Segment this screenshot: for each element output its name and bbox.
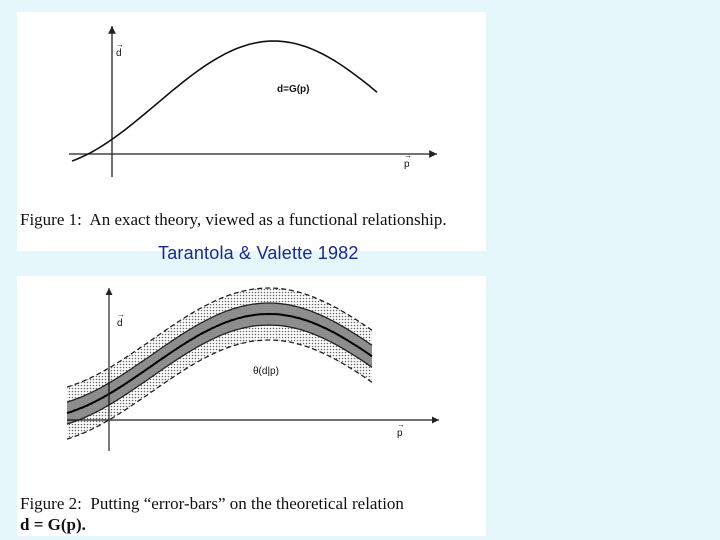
p-axis-label: → p [404,151,412,171]
caption-text: Putting “error-bars” on the theoretical … [90,494,404,513]
d-axis-label: → d [116,40,124,60]
caption-label: Figure 2: [20,494,82,513]
figure-2-plot [66,287,439,451]
inner-uncertainty-band [67,303,372,425]
inner-upper-line [66,302,373,403]
figure-1-plot [69,25,437,177]
caption-label: Figure 1: [20,210,82,229]
p-axis-label: → p [397,420,405,440]
theory-curve [71,40,378,162]
central-curve [66,312,373,415]
label-background [247,364,303,380]
curve-label: d=G(p) [277,84,310,95]
caption-equation: d = G(p). [20,515,86,534]
caption-text: An exact theory, viewed as a functional … [89,210,447,229]
inner-lower-line [66,324,373,425]
curve-label: θ(d|p) [253,366,279,377]
d-axis-label: → d [117,310,125,330]
upper-bound-dashed [66,287,373,388]
figure-2-caption: Figure 2: Putting “error-bars” on the th… [20,493,483,535]
citation-credit: Tarantola & Valette 1982 [158,243,359,263]
figure-2-panel: → d → p θ(d|p) Figure 2: Putting “error-ba… [17,276,486,536]
outer-uncertainty-band [67,288,372,440]
figure-1-caption: Figure 1: An exact theory, viewed as a f… [20,209,483,230]
lower-bound-dashed [66,339,373,440]
figure-1-panel: → d → p d=G(p) Figure 1: An exact theory, … [17,12,486,251]
